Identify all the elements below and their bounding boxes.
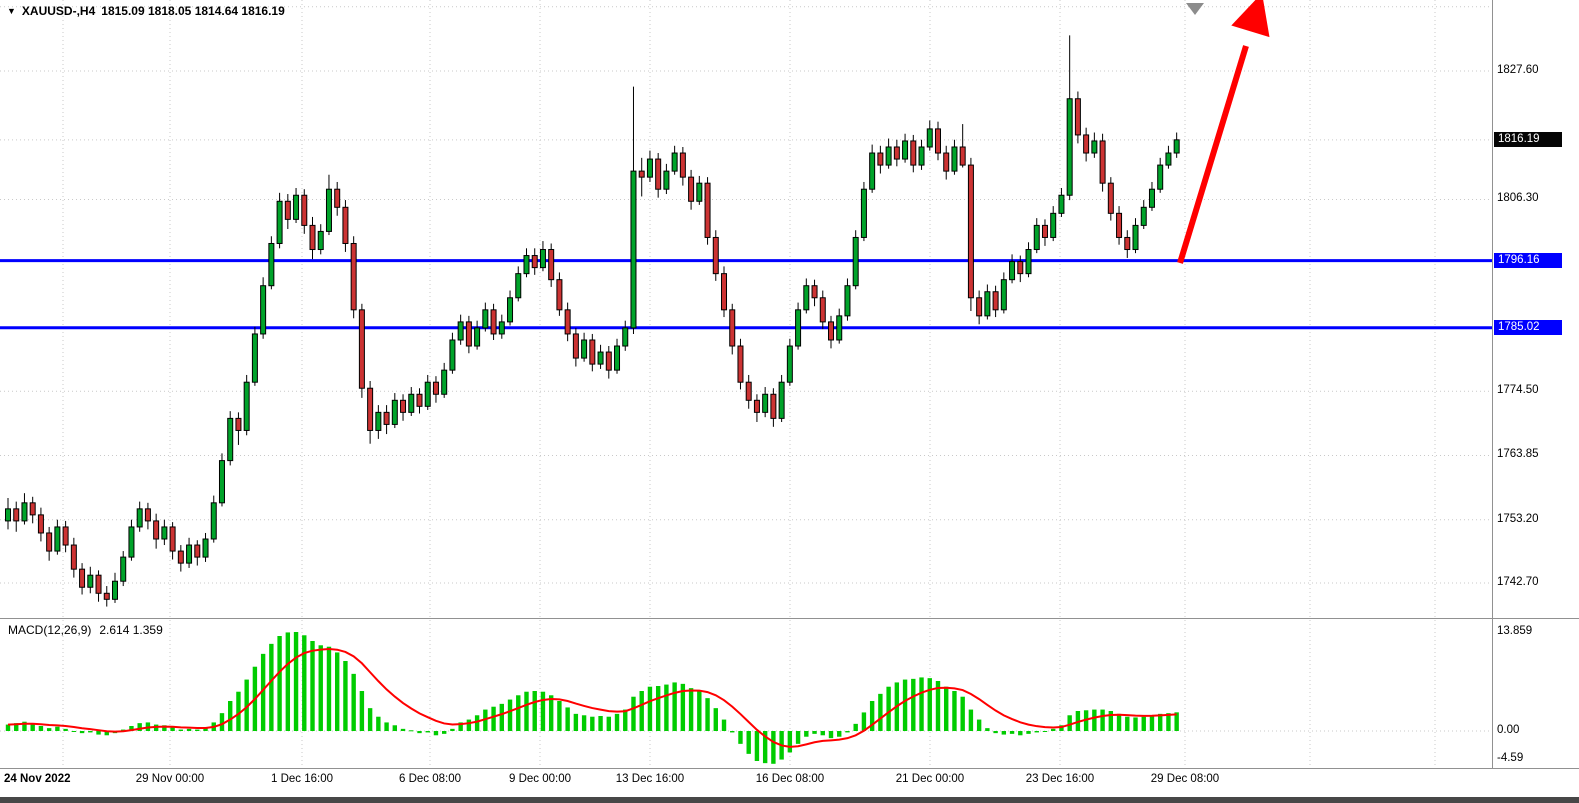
symbol-ohlc: 1815.09 1818.05 1814.64 1816.19 bbox=[101, 4, 285, 18]
dropdown-triangle-icon[interactable]: ▼ bbox=[7, 6, 16, 16]
price-tick-label: 1742.70 bbox=[1497, 576, 1539, 589]
date-tick-label: 6 Dec 08:00 bbox=[398, 773, 462, 785]
candles[interactable] bbox=[5, 35, 1180, 607]
time-scale[interactable]: 24 Nov 2022 29 Nov 00:00 1 Dec 16:00 6 Dec … bbox=[0, 769, 1579, 797]
date-tick-label: 24 Nov 2022 bbox=[4, 773, 71, 785]
symbol-bar: ▼ XAUUSD-,H4 1815.09 1818.05 1814.64 181… bbox=[7, 4, 285, 18]
macd-current-values: 2.614 1.359 bbox=[99, 623, 163, 637]
price-tick-label: 1774.50 bbox=[1497, 384, 1539, 397]
macd-histogram bbox=[5, 631, 1179, 764]
symbol-name: XAUUSD-,H4 bbox=[21, 4, 96, 18]
date-tick-label: 29 Nov 00:00 bbox=[135, 773, 205, 785]
macd-indicator-label: MACD(12,26,9) 2.614 1.359 bbox=[8, 623, 163, 637]
hline-price-badge-2: 1785.02 bbox=[1494, 320, 1562, 336]
date-tick-label: 9 Dec 00:00 bbox=[508, 773, 572, 785]
price-tick-label: 1763.85 bbox=[1497, 448, 1539, 461]
date-tick-label: 16 Dec 08:00 bbox=[755, 773, 825, 785]
trend-arrow-object[interactable] bbox=[1177, 0, 1270, 264]
price-tick-label: 1806.30 bbox=[1497, 192, 1539, 205]
current-price-badge: 1816.19 bbox=[1494, 132, 1562, 148]
date-tick-label: 13 Dec 16:00 bbox=[615, 773, 685, 785]
corner-marker-icon bbox=[1186, 3, 1204, 15]
price-tick-label: 1827.60 bbox=[1497, 64, 1539, 76]
macd-tick-label: 0.00 bbox=[1497, 724, 1520, 736]
macd-signal-line bbox=[7, 648, 1177, 748]
date-tick-label: 29 Dec 08:00 bbox=[1150, 773, 1220, 785]
macd-tick-label: -4.59 bbox=[1497, 752, 1524, 764]
macd-name: MACD(12,26,9) bbox=[8, 623, 92, 637]
window-bottom-edge bbox=[0, 797, 1579, 803]
hline-price-badge-1: 1796.16 bbox=[1494, 253, 1562, 269]
date-tick-label: 23 Dec 16:00 bbox=[1025, 773, 1095, 785]
macd-tick-label: 13.859 bbox=[1497, 625, 1533, 637]
date-tick-label: 21 Dec 00:00 bbox=[895, 773, 965, 785]
price-scale[interactable]: 1816.19 1796.16 1785.02 1827.60 1806.30 17… bbox=[1493, 0, 1579, 768]
price-tick-label: 1753.20 bbox=[1497, 512, 1539, 525]
date-tick-label: 1 Dec 16:00 bbox=[270, 773, 334, 785]
